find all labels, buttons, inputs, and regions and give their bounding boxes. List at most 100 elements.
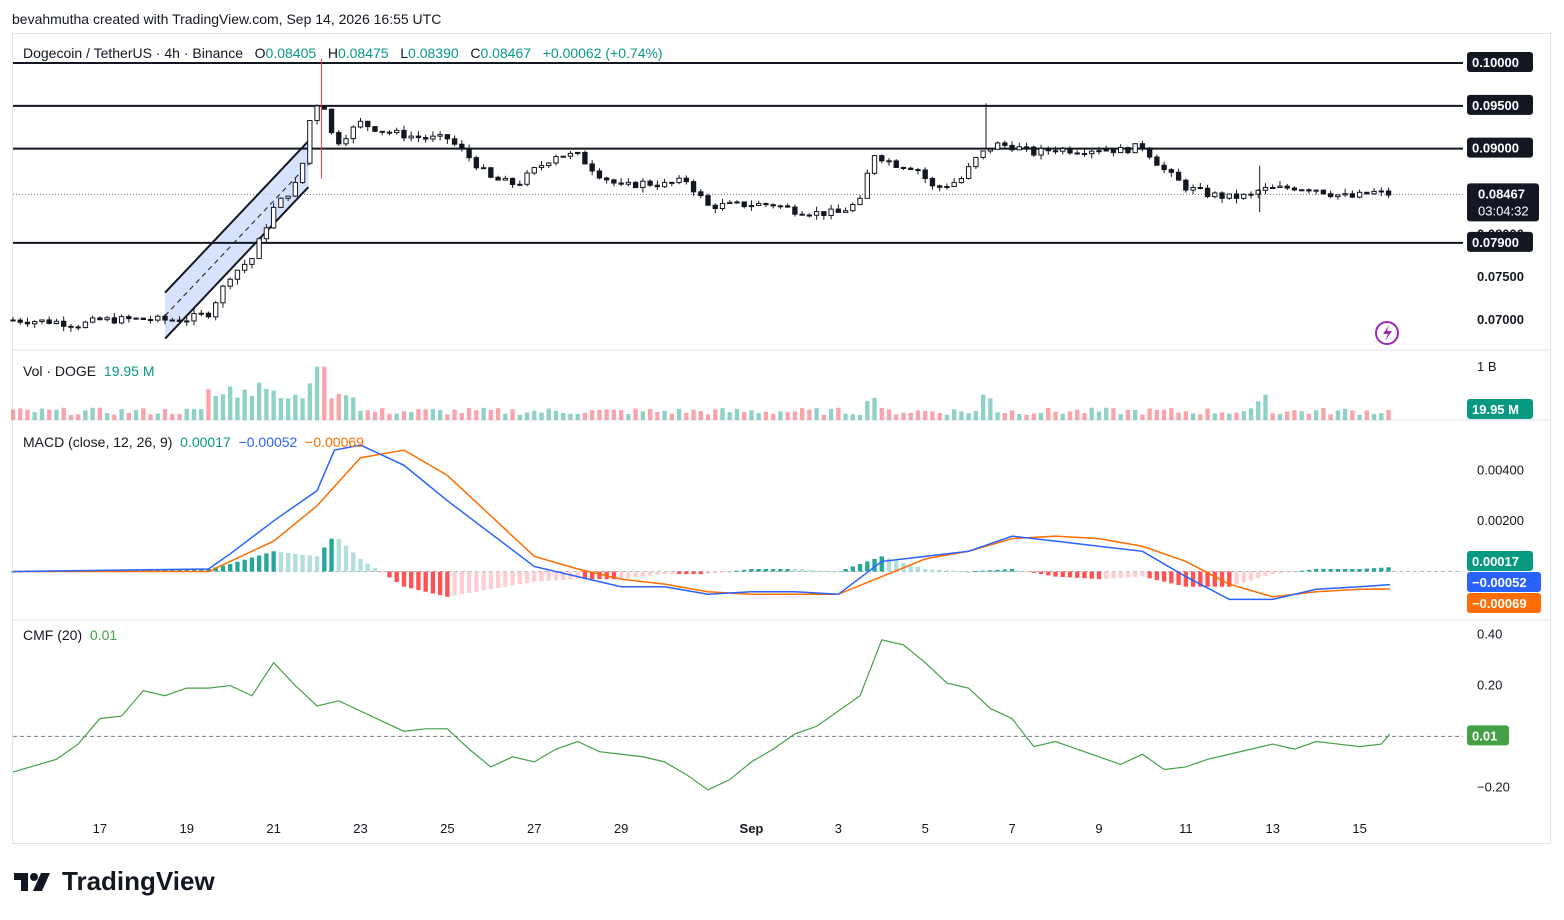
candle-body [328, 108, 335, 134]
candle-body [488, 167, 494, 178]
candle [1327, 190, 1334, 199]
candle-body [987, 148, 994, 152]
macd-hist-bar [1031, 571, 1036, 573]
volume-bar [995, 412, 1000, 420]
candle [176, 316, 183, 323]
candle [611, 178, 617, 187]
candle-body [97, 317, 103, 321]
candle-body [509, 177, 516, 186]
macd-hist-bar [517, 571, 522, 585]
macd-hist-bar [1017, 570, 1022, 572]
volume-bar [1371, 414, 1377, 420]
candle [379, 130, 385, 136]
volume-bar [1379, 413, 1384, 420]
macd-line-value: −0.00052 [238, 434, 298, 450]
macd-hist-bar [437, 571, 443, 596]
macd-hist-bar [988, 570, 993, 572]
cmf-pane [12, 639, 1463, 791]
macd-hist-bar [1096, 571, 1102, 580]
current-price-tag: 0.08467 [1478, 186, 1525, 201]
volume-bar [300, 398, 305, 420]
candle-body [213, 302, 219, 318]
macd-hist-bar [300, 554, 305, 572]
candle [459, 140, 465, 152]
volume-bar [821, 414, 827, 420]
candle [582, 150, 588, 165]
change-value: +0.00062 (+0.74%) [542, 45, 663, 61]
candle [741, 201, 747, 209]
candle [1067, 146, 1073, 155]
candle-body [712, 204, 718, 210]
macd-hist-bar [734, 570, 740, 572]
candle-body [155, 315, 161, 321]
volume-bar [1132, 410, 1138, 420]
candle [669, 181, 675, 187]
candle [517, 180, 523, 187]
time-tick: 3 [835, 821, 842, 836]
candle-body [220, 285, 226, 304]
candle [596, 168, 603, 180]
candle [575, 151, 581, 156]
candle [951, 178, 957, 188]
candle-body [821, 211, 827, 216]
price-level-tag: 0.09500 [1472, 98, 1519, 113]
candle-body [1335, 194, 1341, 198]
volume-bar [409, 411, 414, 420]
volume-bar [437, 409, 443, 420]
candle-body [741, 201, 747, 208]
macd-hist-bar [676, 571, 682, 575]
candle [61, 316, 67, 332]
candle-body [1016, 146, 1022, 151]
volume-bar [655, 411, 660, 420]
macd-hist-bar [1350, 569, 1355, 572]
chart-frame[interactable] [12, 33, 1551, 844]
macd-hist-bar [1241, 571, 1246, 583]
candle [509, 177, 516, 188]
candle [958, 176, 965, 184]
candle [763, 202, 769, 208]
candle [813, 206, 820, 220]
candle-body [1183, 179, 1189, 191]
volume-bar [1285, 411, 1290, 420]
lightning-alert-icon [1375, 321, 1399, 345]
macd-hist-bar [271, 551, 276, 572]
candle [1248, 191, 1254, 199]
volume-bar [553, 410, 559, 420]
macd-hist-bar [944, 570, 950, 572]
candle [618, 178, 624, 187]
macd-hist-bar [1256, 571, 1261, 579]
candle-body [596, 170, 603, 179]
volume-bar [83, 410, 88, 420]
volume-bar [879, 407, 884, 420]
macd-hist-bar [1306, 569, 1312, 572]
cmf-badge-bg [1467, 725, 1509, 746]
volume-bar [401, 411, 407, 420]
candle-body [1226, 193, 1232, 199]
price-level-tag-bg [1467, 137, 1533, 158]
candle [683, 175, 689, 185]
candle-body [567, 152, 574, 157]
candle-body [444, 134, 451, 140]
candle-body [1233, 193, 1240, 199]
candle [365, 120, 371, 132]
candle [1074, 150, 1080, 155]
candle [1168, 168, 1175, 177]
macd-line-badge-bg [1467, 572, 1541, 592]
macd-hist-bar [264, 553, 269, 572]
macd-axis-tick: 0.00400 [1477, 462, 1524, 477]
candle [871, 155, 878, 175]
price-level-tag: 0.07900 [1472, 235, 1519, 250]
candles [10, 58, 1399, 345]
macd-hist-bar [1328, 569, 1333, 572]
candle-body [126, 316, 132, 320]
volume-bar [293, 394, 298, 420]
volume-bar [1017, 413, 1022, 420]
time-tick: 9 [1095, 821, 1102, 836]
candle [118, 314, 125, 325]
volume-bar [785, 411, 790, 420]
macd-hist-bar [495, 571, 501, 588]
volume-bar [988, 398, 993, 420]
candle [336, 130, 342, 146]
volume-bar [524, 412, 530, 420]
